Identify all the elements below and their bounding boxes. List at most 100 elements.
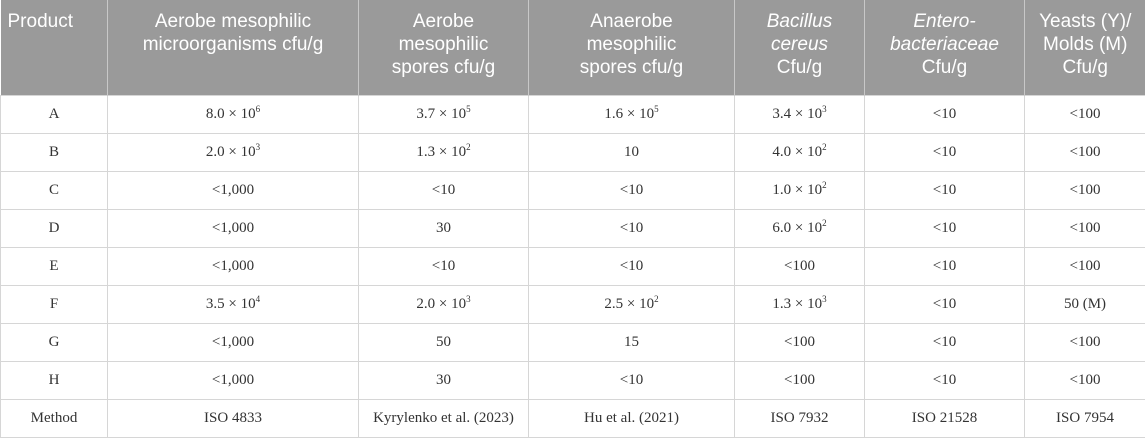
table-cell: 8.0 × 106 xyxy=(107,94,359,134)
table-body: A 8.0 × 106 3.7 × 105 1.6 × 105 3.4 × 103 <10… xyxy=(0,94,1145,438)
column-header-line: Cfu/g xyxy=(1062,57,1108,78)
column-header-line: Cfu/g xyxy=(776,57,823,78)
column-header-line: Yeasts (Y)/ xyxy=(1039,11,1132,32)
table-cell: Hu et al. (2021) xyxy=(528,398,735,438)
table-cell: <100 xyxy=(1024,360,1145,400)
column-header-line: mesophilic xyxy=(398,34,489,55)
table-cell: <100 xyxy=(734,246,865,286)
table-cell: <10 xyxy=(528,360,735,400)
table-cell: <10 xyxy=(864,94,1025,134)
row-label-cell: C xyxy=(0,170,108,210)
table-cell: <100 xyxy=(1024,246,1145,286)
table-cell: <10 xyxy=(358,246,529,286)
table-cell: <100 xyxy=(1024,208,1145,248)
column-header-line: Aerobe mesophilic xyxy=(154,11,312,32)
table-cell: <10 xyxy=(864,132,1025,172)
table-row: H <1,000 30 <10 <100 <10 <100 xyxy=(0,360,1145,400)
column-header-line: Cfu/g xyxy=(921,57,968,78)
table-cell: <10 xyxy=(864,170,1025,210)
column-header: Yeasts (Y)/Molds (M) Cfu/g xyxy=(1024,0,1145,95)
table-row: F 3.5 × 104 2.0 × 103 2.5 × 102 1.3 × 103 <10… xyxy=(0,284,1145,324)
table-cell: <10 xyxy=(864,284,1025,324)
table-cell: 3.7 × 105 xyxy=(358,94,529,134)
table-cell: 1.3 × 103 xyxy=(734,284,865,324)
column-header-line: Anaerobe xyxy=(590,11,673,32)
table-cell: 3.4 × 103 xyxy=(734,94,865,134)
column-header-line: Entero- xyxy=(913,11,976,32)
table-cell: <10 xyxy=(358,170,529,210)
table-row: D <1,000 30 <10 6.0 × 102 <10 <100 xyxy=(0,208,1145,248)
table-cell: <10 xyxy=(864,208,1025,248)
table-row: C <1,000 <10 <10 1.0 × 102 <10 <100 xyxy=(0,170,1145,210)
table-cell: <1,000 xyxy=(107,246,359,286)
table-cell: 1.3 × 102 xyxy=(358,132,529,172)
table-row: B 2.0 × 103 1.3 × 102 10 4.0 × 102 <10 <100 xyxy=(0,132,1145,172)
table-cell: <100 xyxy=(1024,170,1145,210)
column-header: Product xyxy=(0,0,108,95)
table-cell: 1.0 × 102 xyxy=(734,170,865,210)
table-cell: ISO 7932 xyxy=(734,398,865,438)
table-row: G <1,000 50 15 <100 <10 <100 xyxy=(0,322,1145,362)
table-cell: <100 xyxy=(1024,322,1145,362)
table-cell: <10 xyxy=(528,246,735,286)
table-cell: Kyrylenko et al. (2023) xyxy=(358,398,529,438)
table-row: A 8.0 × 106 3.7 × 105 1.6 × 105 3.4 × 103 <10… xyxy=(0,94,1145,134)
table-cell: 2.5 × 102 xyxy=(528,284,735,324)
table-row: Method ISO 4833 Kyrylenko et al. (2023) Hu … xyxy=(0,398,1145,438)
column-header: Entero-bacteriaceae Cfu/g xyxy=(864,0,1025,95)
column-header: Bacillus cereus Cfu/g xyxy=(734,0,865,95)
row-label-cell: B xyxy=(0,132,108,172)
table-cell: <100 xyxy=(734,322,865,362)
column-header-line: cereus xyxy=(770,34,829,55)
row-label-cell: Method xyxy=(0,398,108,438)
column-header-line: microorganisms cfu/g xyxy=(142,34,324,55)
table-cell: 3.5 × 104 xyxy=(107,284,359,324)
table-cell: 15 xyxy=(528,322,735,362)
table-cell: 2.0 × 103 xyxy=(107,132,359,172)
column-header-line: bacteriaceae xyxy=(890,34,999,55)
table-cell: <100 xyxy=(734,360,865,400)
table-cell: 2.0 × 103 xyxy=(358,284,529,324)
table-cell: <1,000 xyxy=(107,170,359,210)
table-cell: <10 xyxy=(864,322,1025,362)
table-cell: 1.6 × 105 xyxy=(528,94,735,134)
table-cell: <1,000 xyxy=(107,322,359,362)
table-header-row: Product Aerobe mesophilic microorganisms c… xyxy=(0,0,1145,95)
table-cell: 50 xyxy=(358,322,529,362)
table-cell: 30 xyxy=(358,360,529,400)
column-header: Anaerobe mesophilic spores cfu/g xyxy=(528,0,735,95)
column-header-line: Product xyxy=(7,11,73,32)
row-label-cell: H xyxy=(0,360,108,400)
table-cell: <10 xyxy=(528,208,735,248)
table-cell: ISO 21528 xyxy=(864,398,1025,438)
table-cell: 50 (M) xyxy=(1024,284,1145,324)
column-header-line: spores cfu/g xyxy=(391,57,496,78)
table-row: E <1,000 <10 <10 <100 <10 <100 xyxy=(0,246,1145,286)
table-cell: <10 xyxy=(864,360,1025,400)
row-label-cell: F xyxy=(0,284,108,324)
row-label-cell: D xyxy=(0,208,108,248)
row-label-cell: E xyxy=(0,246,108,286)
column-header: Aerobe mesophilic spores cfu/g xyxy=(358,0,529,95)
table-cell: ISO 7954 xyxy=(1024,398,1145,438)
column-header-line: mesophilic xyxy=(586,34,677,55)
table-cell: ISO 4833 xyxy=(107,398,359,438)
table-cell: 30 xyxy=(358,208,529,248)
table-cell: <10 xyxy=(864,246,1025,286)
table-cell: <1,000 xyxy=(107,360,359,400)
column-header-line: Molds (M) xyxy=(1043,34,1128,55)
table-cell: 10 xyxy=(528,132,735,172)
column-header: Aerobe mesophilic microorganisms cfu/g xyxy=(107,0,359,95)
table-cell: 6.0 × 102 xyxy=(734,208,865,248)
row-label-cell: G xyxy=(0,322,108,362)
column-header-line: spores cfu/g xyxy=(579,57,684,78)
table-cell: <10 xyxy=(528,170,735,210)
table-cell: 4.0 × 102 xyxy=(734,132,865,172)
row-label-cell: A xyxy=(0,94,108,134)
column-header-line: Bacillus xyxy=(766,11,833,32)
table-cell: <1,000 xyxy=(107,208,359,248)
table-cell: <100 xyxy=(1024,94,1145,134)
column-header-line: Aerobe xyxy=(412,11,475,32)
table-cell: <100 xyxy=(1024,132,1145,172)
